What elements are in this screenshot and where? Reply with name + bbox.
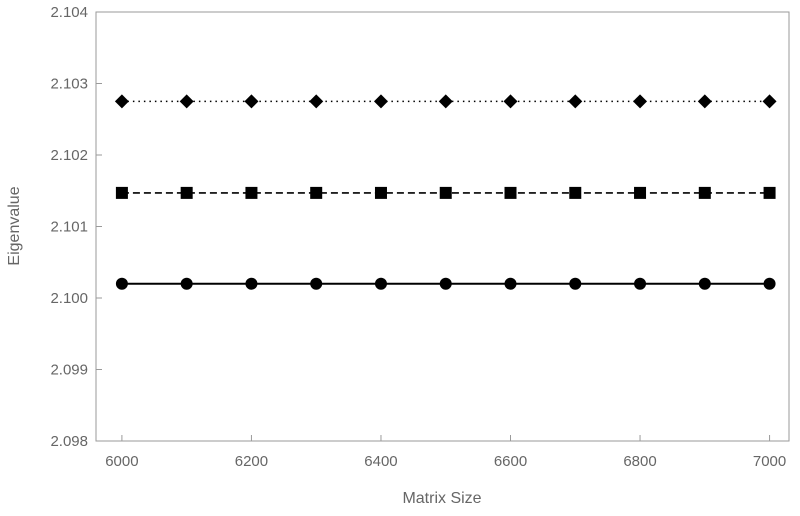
data-point-diamond: [114, 94, 129, 109]
data-point-square: [115, 186, 128, 199]
data-point-circle: [374, 277, 387, 290]
y-tick-label: 2.098: [50, 433, 88, 450]
data-point-square: [374, 186, 387, 199]
x-tick-label: 6200: [235, 453, 268, 470]
data-point-square: [439, 186, 452, 199]
data-point-square: [634, 186, 647, 199]
data-point-diamond: [633, 94, 648, 109]
data-point-circle: [245, 277, 258, 290]
y-tick-label: 2.102: [50, 147, 88, 164]
y-tick-label: 2.101: [50, 219, 88, 236]
x-tick-label: 6600: [494, 453, 527, 470]
data-point-circle: [504, 277, 517, 290]
data-point-circle: [180, 277, 193, 290]
x-tick-label: 6400: [364, 453, 397, 470]
data-point-square: [763, 186, 776, 199]
x-axis: 6000 6200 6400 6600 6800 7000: [105, 435, 786, 470]
data-point-circle: [634, 277, 647, 290]
data-point-square: [180, 186, 193, 199]
series-square: [115, 186, 776, 199]
data-point-square: [504, 186, 517, 199]
y-axis-title: Eigenvalue: [6, 186, 23, 265]
data-point-diamond: [762, 94, 777, 109]
plot-frame: [95, 11, 790, 442]
data-point-square: [569, 186, 582, 199]
y-tick-label: 2.103: [50, 76, 88, 93]
data-point-square: [245, 186, 258, 199]
data-point-circle: [569, 277, 582, 290]
y-tick-label: 2.099: [50, 362, 88, 379]
y-tick-label: 2.104: [50, 4, 88, 21]
data-point-square: [310, 186, 323, 199]
x-axis-title: Matrix Size: [402, 490, 481, 507]
data-point-diamond: [697, 94, 712, 109]
data-point-diamond: [568, 94, 583, 109]
data-point-circle: [439, 277, 452, 290]
data-point-diamond: [179, 94, 194, 109]
data-point-diamond: [244, 94, 259, 109]
y-axis: 2.098 2.099 2.100 2.101 2.102 2.103 2.104: [50, 4, 102, 450]
x-tick-label: 7000: [753, 453, 786, 470]
series-layer: [114, 94, 777, 290]
data-point-square: [698, 186, 711, 199]
data-point-diamond: [309, 94, 324, 109]
data-point-circle: [115, 277, 128, 290]
series-circle: [115, 277, 776, 290]
data-point-diamond: [438, 94, 453, 109]
series-diamond: [114, 94, 777, 109]
data-point-diamond: [373, 94, 388, 109]
data-point-diamond: [503, 94, 518, 109]
data-point-circle: [698, 277, 711, 290]
data-point-circle: [763, 277, 776, 290]
y-tick-label: 2.100: [50, 290, 88, 307]
x-tick-label: 6800: [623, 453, 656, 470]
data-point-circle: [310, 277, 323, 290]
x-tick-label: 6000: [105, 453, 138, 470]
